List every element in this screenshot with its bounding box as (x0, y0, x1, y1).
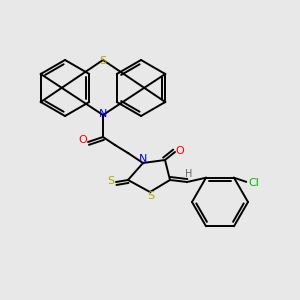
Text: H: H (185, 169, 193, 179)
Text: S: S (107, 176, 115, 186)
Text: N: N (99, 109, 107, 119)
Text: S: S (147, 191, 155, 201)
Text: O: O (79, 135, 87, 145)
Text: N: N (139, 154, 147, 164)
Text: S: S (99, 56, 106, 66)
Text: Cl: Cl (249, 178, 260, 188)
Text: O: O (176, 146, 184, 156)
